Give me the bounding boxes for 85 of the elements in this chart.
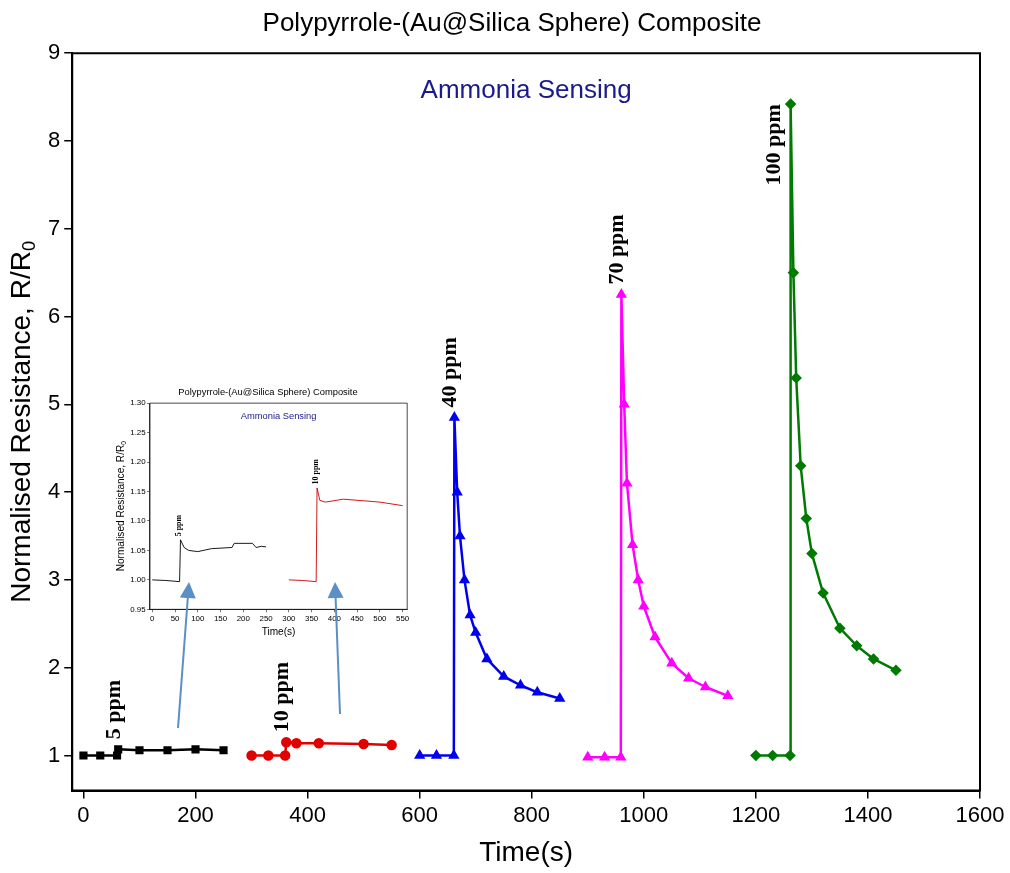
point [263, 750, 274, 761]
point [627, 539, 638, 549]
point [683, 672, 694, 682]
point [135, 746, 144, 755]
point [616, 751, 626, 761]
point [291, 737, 302, 749]
y-tick-label: 2 [47, 653, 61, 679]
point [851, 640, 862, 651]
x-tick-label: 800 [513, 801, 551, 827]
x-tick-label: 0 [77, 801, 90, 827]
point [414, 750, 425, 759]
point [465, 609, 475, 619]
point [599, 751, 610, 761]
x-tick-label: 1000 [619, 801, 669, 827]
point [431, 750, 442, 759]
point [806, 548, 818, 559]
annotation: Ammonia Sensing [240, 411, 317, 422]
point [455, 530, 465, 540]
y-tick-label: 5 [47, 390, 61, 416]
point [788, 267, 799, 278]
point [700, 681, 711, 691]
chart-title: Polypyrrole-(Au@Silica Sphere) Composite [262, 6, 762, 37]
x-axis-title: Time(s) [479, 835, 574, 867]
y-tick-label: 1 [47, 741, 61, 767]
point [114, 745, 123, 754]
annotation: 40 ppm [436, 337, 462, 408]
x-tick-label: 1600 [955, 801, 1005, 827]
point [868, 653, 879, 665]
point [79, 751, 88, 760]
point [163, 746, 172, 755]
annotation: 5 ppm [99, 680, 125, 740]
point [834, 622, 846, 634]
point [622, 478, 632, 487]
point [281, 737, 292, 748]
point [449, 750, 459, 759]
point [890, 665, 902, 676]
point [767, 750, 778, 761]
annotation: 10 ppm [267, 662, 293, 733]
point [498, 671, 509, 680]
point [96, 751, 105, 760]
x-tick-label: 1400 [843, 801, 893, 827]
point [555, 693, 565, 702]
point [459, 574, 470, 584]
point [616, 289, 627, 298]
point [650, 631, 660, 641]
point [358, 738, 369, 750]
point [583, 751, 593, 761]
x-tick-label: 200 [177, 801, 214, 827]
point [785, 98, 796, 110]
point [470, 627, 481, 636]
point [279, 750, 291, 761]
x-tick-label: 600 [401, 801, 439, 827]
point [482, 653, 492, 663]
annotation: 70 ppm [603, 214, 629, 285]
annotation: 100 ppm [760, 104, 786, 186]
y-tick-label: 9 [47, 39, 61, 65]
x-axis-title: Time(s) [261, 625, 296, 637]
y-tick-label: 3 [47, 565, 61, 591]
point [784, 750, 796, 761]
point [386, 739, 397, 751]
y-tick-label: 6 [47, 302, 61, 328]
chart-title: Polypyrrole-(Au@Silica Sphere) Composite [178, 387, 358, 398]
x-tick-label: 400 [289, 801, 326, 827]
y-tick-label: 8 [47, 127, 61, 153]
point [639, 601, 649, 610]
point [452, 486, 462, 496]
point [790, 372, 802, 384]
point [633, 574, 643, 584]
point [817, 587, 829, 599]
y-tick-label: 7 [47, 214, 61, 240]
point [795, 460, 806, 472]
point [750, 750, 762, 761]
point [801, 513, 812, 524]
x-tick-label: 1200 [731, 801, 781, 827]
y-axis-title: Normalised Resistance, R/R0 [4, 241, 40, 603]
y-tick-label: 4 [47, 478, 61, 504]
point [246, 750, 257, 761]
point [191, 745, 200, 754]
annotation: Ammonia Sensing [420, 74, 632, 105]
point [723, 690, 733, 700]
point [219, 746, 228, 755]
point [619, 399, 629, 408]
point [313, 737, 325, 749]
point [449, 412, 460, 421]
point [112, 751, 122, 760]
